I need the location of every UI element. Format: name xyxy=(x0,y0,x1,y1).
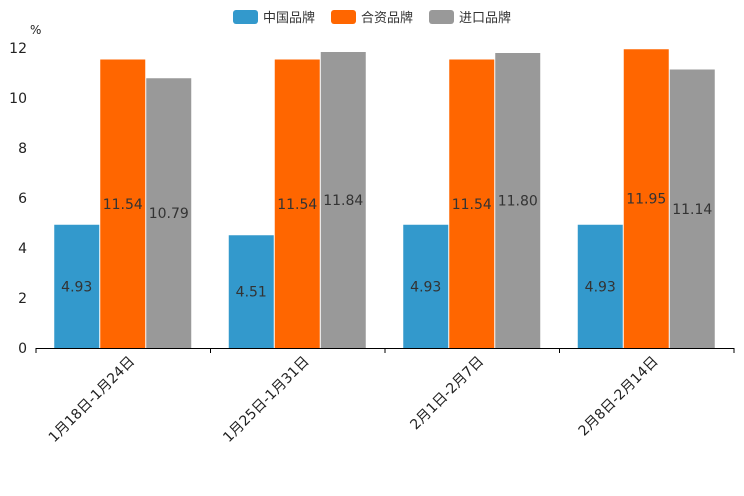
legend-label-import: 进口品牌 xyxy=(459,11,512,26)
legend-item-import[interactable]: 进口品牌 xyxy=(429,7,511,26)
bar-value-label: 4.93 xyxy=(410,279,441,295)
bar-china[interactable] xyxy=(54,224,100,348)
bar-china[interactable] xyxy=(228,235,274,348)
bar-import[interactable] xyxy=(320,52,366,348)
legend-swatch-joint-venture xyxy=(330,9,356,24)
x-category-label: 1月25日-1月31日 xyxy=(220,354,312,446)
y-tick-label: 10 xyxy=(9,91,27,107)
legend-label-china: 中国品牌 xyxy=(262,11,315,26)
legend-item-china[interactable]: 中国品牌 xyxy=(232,7,315,26)
y-tick-label: 6 xyxy=(18,191,27,207)
bar-value-label: 11.84 xyxy=(323,193,363,209)
bar-value-label: 11.14 xyxy=(672,202,712,218)
chart-legend: 中国品牌 合资品牌 进口品牌 xyxy=(0,7,744,26)
legend-swatch-china xyxy=(232,9,258,24)
x-category-label: 2月1日-2月7日 xyxy=(407,354,487,434)
y-tick-label: 12 xyxy=(9,41,27,57)
bar-china[interactable] xyxy=(577,224,623,348)
legend-label-joint-venture: 合资品牌 xyxy=(360,11,413,26)
bar-joint-venture[interactable] xyxy=(623,49,669,348)
y-tick-label: 0 xyxy=(18,341,27,357)
x-category-label: 2月8日-2月14日 xyxy=(576,354,662,440)
y-tick-label: 2 xyxy=(18,291,27,307)
bar-value-label: 10.79 xyxy=(149,206,189,222)
bar-joint-venture[interactable] xyxy=(100,59,146,349)
bar-value-label: 4.93 xyxy=(585,279,616,295)
y-tick-label: 8 xyxy=(18,141,27,157)
legend-swatch-import xyxy=(429,9,454,24)
bar-value-label: 11.54 xyxy=(452,197,492,213)
bar-import[interactable] xyxy=(146,78,192,348)
bar-import[interactable] xyxy=(495,53,541,348)
bar-value-label: 4.51 xyxy=(236,285,267,301)
bar-joint-venture[interactable] xyxy=(449,59,495,349)
legend-item-joint-venture[interactable]: 合资品牌 xyxy=(330,7,413,26)
bar-value-label: 11.54 xyxy=(103,197,143,213)
bar-import[interactable] xyxy=(669,69,715,349)
bar-value-label: 4.93 xyxy=(61,279,92,295)
bar-value-label: 11.80 xyxy=(498,194,538,210)
y-axis-unit-label: % xyxy=(30,23,41,37)
bar-value-label: 11.54 xyxy=(277,197,317,213)
x-category-label: 1月18日-1月24日 xyxy=(46,354,138,446)
bar-joint-venture[interactable] xyxy=(274,59,320,349)
y-tick-label: 4 xyxy=(18,241,27,257)
bar-value-label: 11.95 xyxy=(626,192,666,208)
bar-china[interactable] xyxy=(403,224,449,348)
